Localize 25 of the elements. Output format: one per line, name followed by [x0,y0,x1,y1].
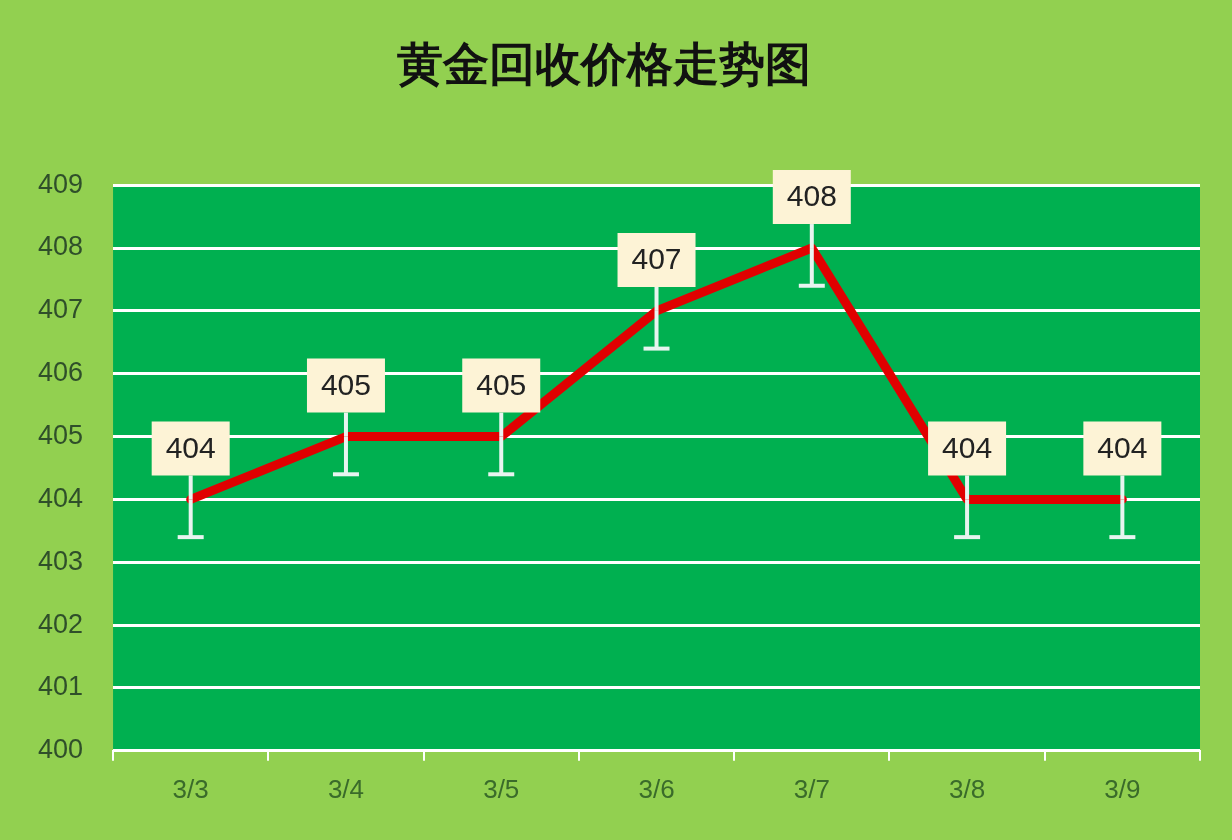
x-tick-label: 3/4 [327,773,365,804]
y-tick-label: 405 [37,420,84,451]
y-tick-label: 401 [37,671,84,702]
x-tick-label: 3/9 [1104,773,1141,804]
data-label: 408 [786,179,837,213]
y-tick-label: 406 [37,357,84,388]
y-tick-label: 408 [37,231,84,262]
data-label: 405 [320,367,371,401]
data-label: 405 [476,367,527,401]
y-tick-label: 404 [37,482,84,513]
data-label: 404 [1097,430,1148,464]
y-tick-label: 409 [37,168,84,199]
y-tick-label: 403 [37,545,84,576]
x-tick-label: 3/7 [793,773,830,804]
data-label: 404 [165,430,216,464]
data-label: 407 [631,242,682,276]
x-tick-label: 3/5 [483,773,520,804]
x-tick-label: 3/3 [172,773,209,804]
y-tick-label: 402 [37,608,84,639]
x-tick-label: 3/6 [638,773,675,804]
x-tick-label: 3/8 [949,773,986,804]
y-tick-label: 407 [37,294,84,325]
chart-title: 黄金回收价格走势图 [397,36,811,91]
y-tick-label: 400 [37,734,84,765]
data-label: 404 [942,430,993,464]
